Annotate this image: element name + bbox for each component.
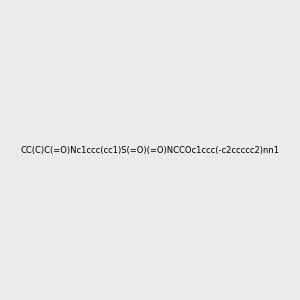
Text: CC(C)C(=O)Nc1ccc(cc1)S(=O)(=O)NCCOc1ccc(-c2ccccc2)nn1: CC(C)C(=O)Nc1ccc(cc1)S(=O)(=O)NCCOc1ccc(… (20, 146, 280, 154)
